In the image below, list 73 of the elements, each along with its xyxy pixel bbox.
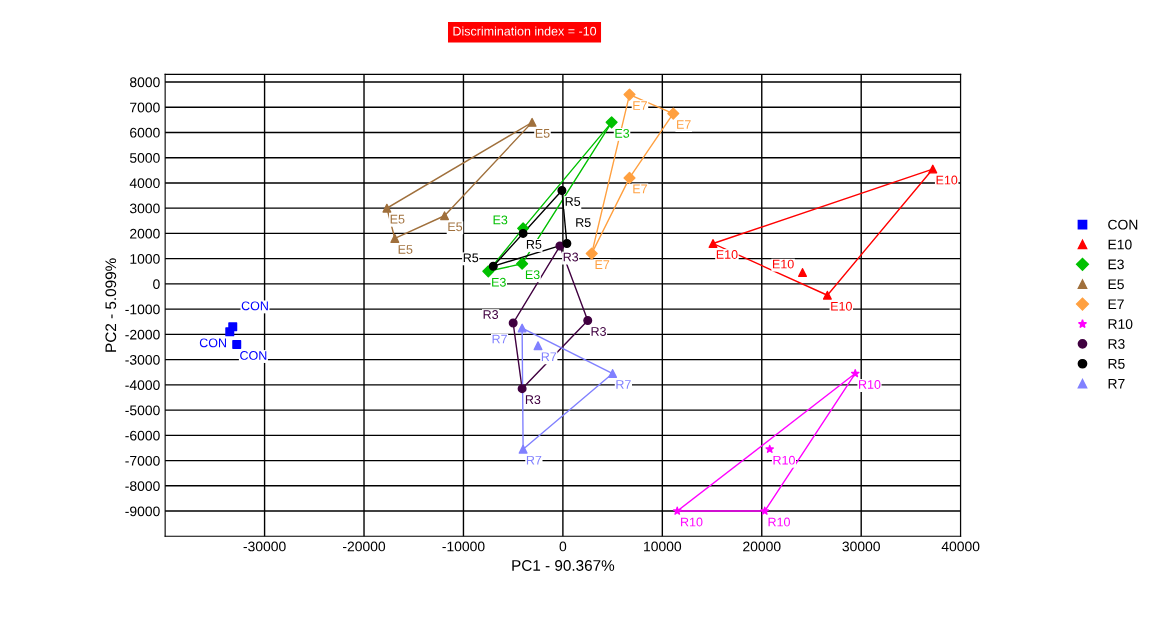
text: R10 — [681, 517, 703, 527]
y-tick-label: -9000 — [125, 506, 160, 517]
text: R5 — [565, 197, 581, 206]
text: R10 — [768, 517, 790, 527]
y-axis-title: PC2 - 5.099% — [105, 258, 117, 352]
y-tick-label: 1000 — [130, 253, 160, 264]
text: E7 — [633, 101, 647, 110]
text: R5 — [526, 240, 542, 249]
text: R10 — [859, 380, 881, 389]
x-tick-label: 10000 — [644, 541, 682, 552]
y-tick-label: -3000 — [125, 354, 160, 365]
text: E3 — [525, 270, 540, 280]
text: E7 — [633, 184, 647, 194]
text: E10 — [936, 175, 958, 185]
text: CON — [241, 301, 268, 311]
y-tick-label: 8000 — [129, 77, 160, 88]
text: R5 — [463, 253, 479, 263]
legend-label: R3 — [1108, 339, 1125, 349]
text: E5 — [390, 214, 405, 224]
text: R7 — [526, 455, 542, 465]
text: E5 — [398, 245, 413, 254]
text: R3 — [525, 395, 541, 405]
y-tick-label: -5000 — [125, 405, 160, 416]
x-tick-label: -20000 — [343, 541, 386, 552]
text: R7 — [541, 352, 557, 362]
text: E10 — [716, 250, 738, 259]
legend-label: R10 — [1108, 319, 1133, 329]
text: CON — [240, 351, 267, 360]
y-tick-label: -1000 — [125, 304, 160, 315]
y-tick-label: -2000 — [125, 329, 160, 340]
text: E7 — [595, 260, 610, 269]
text: E3 — [492, 277, 506, 287]
legend-label: E10 — [1108, 239, 1132, 250]
y-tick-label: 3000 — [129, 203, 160, 214]
y-tick-label: 0 — [153, 279, 160, 290]
x-tick-label: -30000 — [243, 541, 286, 552]
legend-label: R7 — [1108, 378, 1125, 389]
text: R3 — [483, 310, 499, 319]
legend-label: R5 — [1108, 359, 1125, 369]
text: R7 — [616, 380, 631, 389]
text: R7 — [492, 334, 507, 344]
legend-label: E3 — [1108, 259, 1124, 270]
text: E5 — [448, 222, 463, 232]
x-axis-title: PC1 - 90.367% — [512, 560, 615, 571]
text: CON — [199, 338, 226, 348]
text: E3 — [615, 128, 630, 138]
x-tick-label: 20000 — [743, 541, 781, 552]
y-tick-label: 6000 — [130, 127, 160, 138]
legend-label: E5 — [1108, 279, 1124, 290]
y-tick-label: -8000 — [125, 481, 160, 491]
legend-label: E7 — [1108, 299, 1124, 309]
y-tick-label: 2000 — [130, 228, 160, 239]
y-tick-label: -7000 — [125, 455, 160, 466]
text: E7 — [677, 120, 691, 129]
text: R3 — [591, 327, 606, 336]
text: E10 — [831, 301, 852, 311]
y-tick-label: -4000 — [125, 380, 160, 391]
y-tick-label: 5000 — [129, 153, 160, 163]
text: R10 — [773, 455, 795, 465]
x-tick-label: 0 — [559, 541, 567, 552]
text: E10 — [773, 259, 794, 269]
y-tick-label: -6000 — [125, 430, 160, 441]
x-tick-label: 30000 — [842, 541, 880, 552]
x-tick-label: 40000 — [941, 541, 980, 552]
legend-label: CON — [1108, 219, 1138, 230]
y-tick-label: 4000 — [129, 178, 160, 189]
text: E5 — [535, 129, 550, 138]
text: R3 — [563, 252, 579, 262]
y-tick-label: 7000 — [130, 102, 160, 113]
x-tick-label: -10000 — [442, 541, 485, 552]
text: R5 — [576, 218, 591, 227]
chart-title: Discrimination index = -10 — [453, 26, 597, 36]
text: E3 — [493, 215, 508, 225]
